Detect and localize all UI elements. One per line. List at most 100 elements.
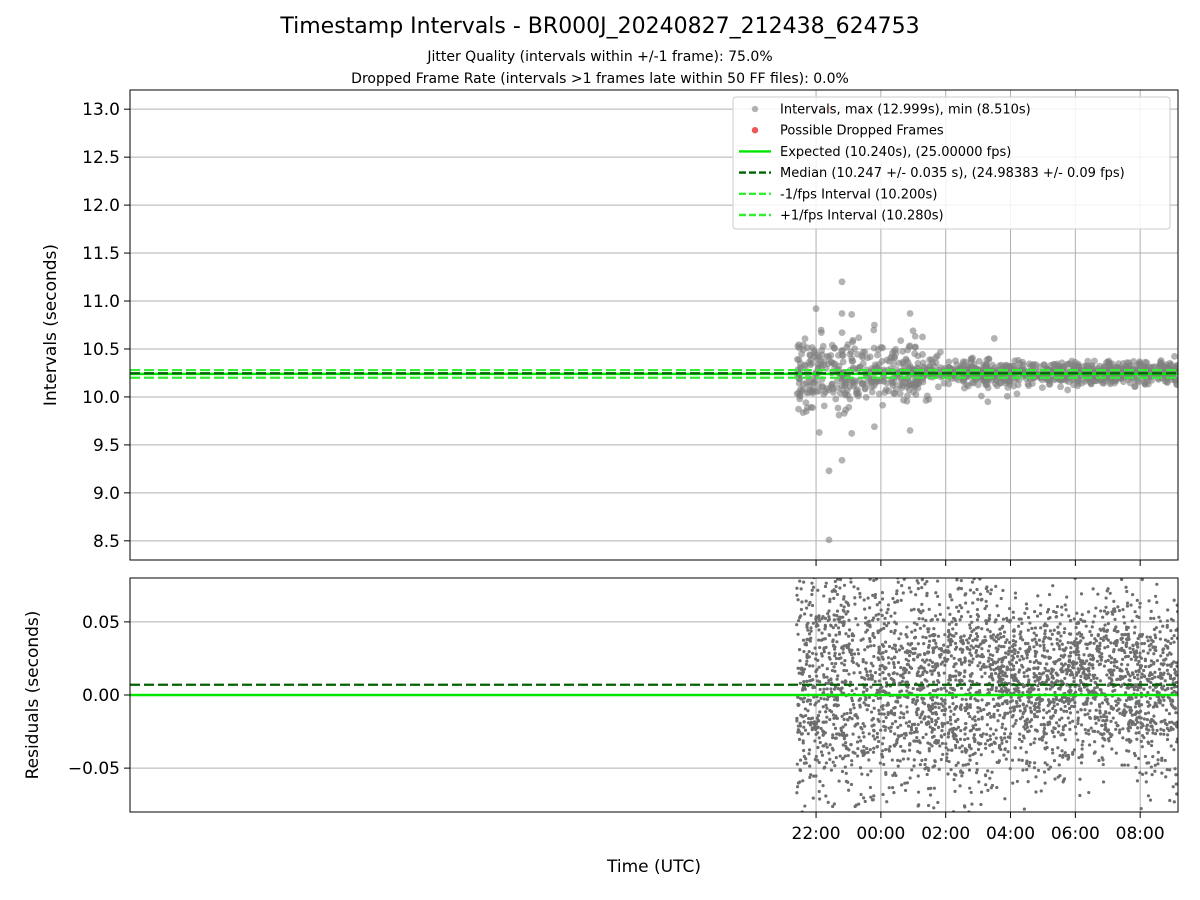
residual-point [1083, 708, 1087, 712]
residual-point [1166, 672, 1170, 676]
residual-point [893, 719, 898, 724]
residual-point [961, 763, 965, 767]
residual-point [963, 660, 967, 664]
residual-point [1040, 698, 1045, 702]
residual-point [969, 633, 973, 638]
residual-point [884, 571, 887, 574]
residual-point [796, 695, 800, 699]
residual-point [1010, 658, 1014, 662]
residual-point [1115, 724, 1119, 728]
residual-point [836, 578, 840, 581]
residual-point [959, 587, 964, 591]
interval-point [919, 333, 926, 341]
residual-point [884, 649, 888, 653]
residual-point [796, 666, 800, 670]
residual-point [854, 617, 858, 621]
residual-point [827, 609, 831, 613]
residual-point [1120, 578, 1124, 582]
residual-point [969, 644, 973, 648]
residual-point [955, 605, 959, 609]
residual-point [899, 689, 904, 693]
residual-point [1147, 599, 1151, 603]
residual-point [980, 698, 984, 702]
residual-point [1039, 603, 1043, 607]
residual-point [841, 725, 845, 729]
residual-point [1001, 617, 1006, 621]
residual-point [833, 589, 838, 594]
interval-point [799, 346, 807, 354]
residual-point [1108, 591, 1112, 595]
residual-point [807, 650, 811, 654]
residual-point [1157, 691, 1161, 695]
residual-point [795, 785, 800, 789]
residual-point [994, 686, 999, 690]
interval-point [809, 389, 817, 397]
residual-point [832, 596, 836, 600]
residual-point [1022, 674, 1026, 679]
residual-point [1139, 725, 1143, 730]
residual-point [808, 639, 812, 643]
interval-point [1136, 361, 1144, 369]
residual-point [1071, 750, 1075, 755]
residual-point [865, 708, 869, 712]
residual-point [798, 659, 802, 663]
residual-point [954, 622, 958, 627]
residual-point [886, 607, 890, 611]
residual-point [1084, 624, 1088, 628]
residual-point [931, 646, 935, 650]
residual-point [1082, 685, 1087, 689]
residual-point [1042, 770, 1047, 774]
residual-point [1003, 711, 1007, 715]
interval-point [801, 335, 809, 343]
residual-point [833, 763, 837, 768]
residual-point [1158, 619, 1163, 623]
residual-point [817, 789, 821, 794]
residual-point [937, 647, 941, 651]
residual-point [1117, 648, 1121, 652]
residual-point [898, 716, 902, 720]
residual-point [838, 586, 842, 590]
residual-point [1163, 758, 1167, 763]
residual-point [927, 627, 931, 631]
residual-point [884, 725, 888, 729]
residual-point [1042, 731, 1046, 735]
residual-point [877, 679, 881, 683]
residual-point [1021, 665, 1025, 669]
interval-point [896, 390, 904, 398]
residual-point [1024, 602, 1029, 606]
residual-point [1162, 684, 1166, 688]
residual-point [1059, 634, 1063, 638]
residual-point [845, 711, 849, 716]
residual-point [843, 659, 847, 663]
residual-point [1119, 684, 1123, 688]
residual-point [1126, 672, 1131, 676]
residual-point [820, 663, 824, 667]
residual-point [1035, 715, 1039, 719]
residual-point [914, 710, 919, 714]
residual-point [1061, 648, 1065, 652]
residual-point [946, 650, 950, 654]
residual-point [800, 688, 805, 692]
residual-point [887, 661, 891, 665]
residual-point [896, 580, 900, 584]
residual-point [813, 703, 817, 707]
residual-point [962, 675, 966, 679]
residual-point [1166, 608, 1170, 612]
residual-point [1137, 659, 1141, 664]
residual-point [880, 752, 884, 756]
residual-point [866, 645, 870, 649]
residual-point [1159, 676, 1163, 680]
residual-point [795, 623, 799, 627]
residual-point [1089, 726, 1093, 730]
residual-point [952, 726, 956, 731]
residual-point [1125, 686, 1129, 690]
residual-point [912, 658, 916, 662]
residual-point [1079, 723, 1084, 727]
residual-point [1006, 711, 1010, 715]
residual-point [816, 745, 820, 750]
residual-point [875, 603, 879, 607]
residual-point [1172, 685, 1177, 689]
residual-point [929, 696, 933, 700]
residual-point [913, 635, 918, 639]
